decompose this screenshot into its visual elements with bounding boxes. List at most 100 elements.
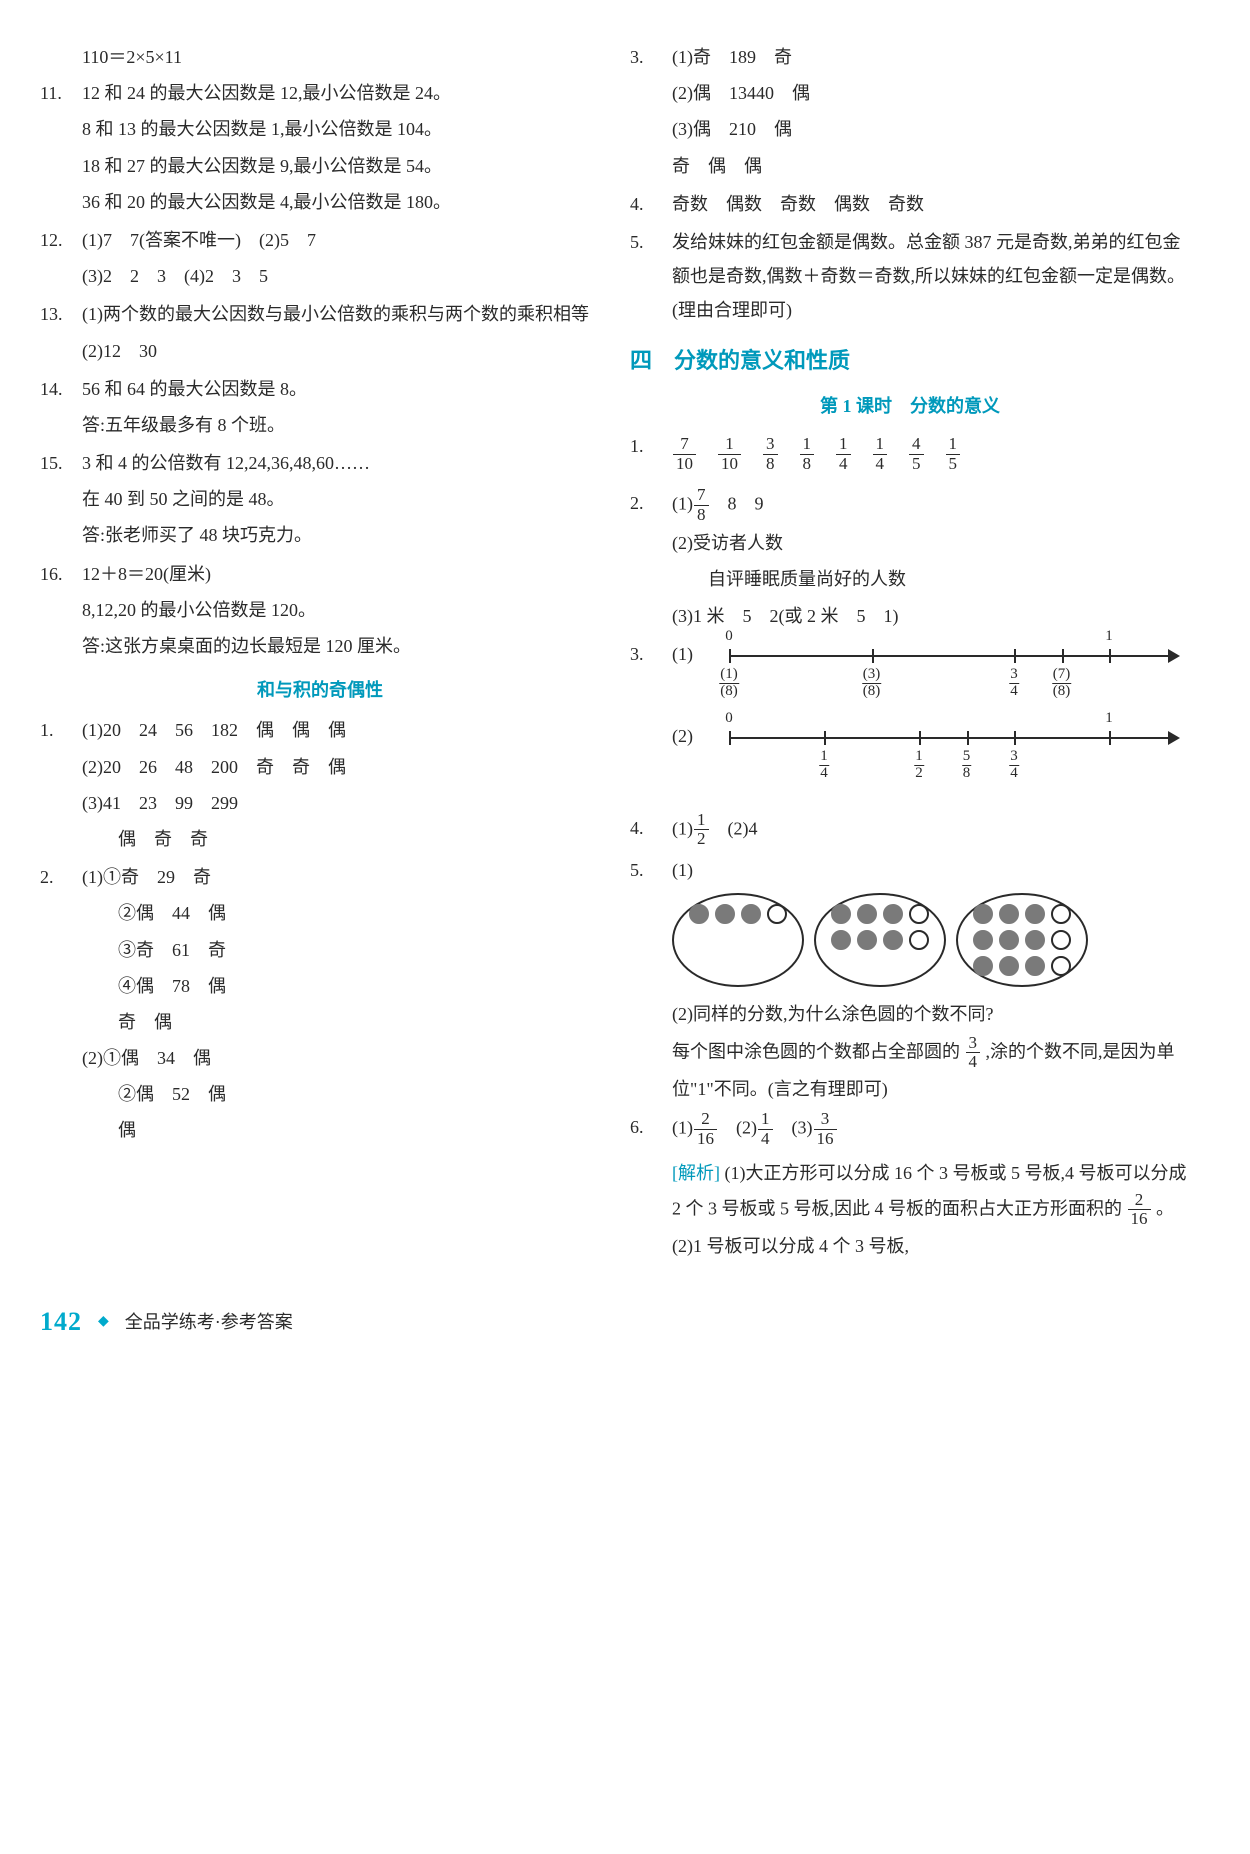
num: 13. [40,297,82,369]
dot-icon [689,904,709,924]
dot-icon [973,956,993,976]
body: 发给妹妹的红包金额是偶数。总金额 387 元是奇数,弟弟的红包金额也是奇数,偶数… [672,225,1190,328]
l: (1)①奇 29 奇 [82,860,600,894]
p2: (2)4 [710,818,758,838]
pref: (1) [672,493,693,513]
l: (3)偶 210 偶 [672,112,1190,146]
dot-icon [831,904,851,924]
dot-icon [973,904,993,924]
frac-icon: 216 [694,1110,717,1148]
body: 710110381814144515 [672,429,1190,483]
l: (3)41 23 99 299 [82,786,600,820]
frac-row: 710110381814144515 [672,435,1190,473]
l: 偶 奇 奇 [82,822,600,856]
l: (2)20 26 48 200 奇 奇 偶 [82,750,600,784]
num: 1. [630,429,672,483]
body: (1)12 (2)4 [672,811,1190,849]
l: 自评睡眠质量尚好的人数 [672,562,1190,596]
dot-icon [715,904,735,924]
num: 6. [630,1110,672,1265]
l: 12＋8＝20(厘米) [82,557,600,591]
l: ④偶 78 偶 [82,969,600,1003]
rest: 8 9 [710,493,764,513]
fr2: 2. (1)78 8 9 (2)受访者人数 自评睡眠质量尚好的人数 (3)1 米… [630,486,1190,635]
frac-icon: 78 [694,486,709,524]
num: 16. [40,557,82,666]
number-line-1: 0183834781 [699,637,1190,727]
body: (1) (2)同样的分数,为什么涂色圆的个数不同? 每个图中涂色圆的个数都占全部… [672,853,1190,1108]
l: 在 40 到 50 之间的是 48。 [82,482,600,516]
frac-icon: 316 [814,1110,837,1148]
line-first: 110＝2×5×11 [40,40,600,74]
frac-icon: 12 [694,811,709,849]
num: 5. [630,853,672,1108]
num: 3 [814,1110,837,1130]
l: 奇 偶 偶 [672,149,1190,183]
num: 1 [758,1110,773,1130]
p1: (1) [672,818,693,838]
dot-icon [767,904,787,924]
page-footer: 142 ◆ 全品学练考·参考答案 [40,1297,1190,1346]
two-columns: 110＝2×5×11 11. 12 和 24 的最大公因数是 12,最小公倍数是… [40,40,1190,1267]
body: (1)两个数的最大公因数与最小公倍数的乘积与两个数的乘积相等 (2)12 30 [82,297,600,369]
analysis: [解析] (1)大正方形可以分成 16 个 3 号板或 5 号板,4 号板可以分… [672,1156,1190,1263]
oval [672,893,804,987]
parity-1: 1. (1)20 24 56 182 偶 偶 偶 (2)20 26 48 200… [40,713,600,858]
den: 16 [814,1130,837,1149]
num: 2 [694,1110,717,1130]
l: 36 和 20 的最大公因数是 4,最小公倍数是 180。 [82,185,600,219]
dot-icon [909,930,929,950]
den: 2 [694,830,709,849]
right-column: 3. (1)奇 189 奇 (2)偶 13440 偶 (3)偶 210 偶 奇 … [630,40,1190,1267]
right-q3: 3. (1)奇 189 奇 (2)偶 13440 偶 (3)偶 210 偶 奇 … [630,40,1190,185]
dot-icon [999,956,1019,976]
parity-2: 2. (1)①奇 29 奇 ②偶 44 偶 ③奇 61 奇 ④偶 78 偶 奇 … [40,860,600,1150]
item-16: 16. 12＋8＝20(厘米) 8,12,20 的最小公倍数是 120。 答:这… [40,557,600,666]
dot-icon [999,904,1019,924]
frac-icon: 710 [673,435,696,473]
answers: (1)216 (2)14 (3)316 [672,1110,1190,1148]
sub1: (1) [672,853,1190,887]
num: 11. [40,76,82,221]
dot-icon [999,930,1019,950]
dot-icon [1051,956,1071,976]
num: 2. [40,860,82,1150]
den: 4 [966,1053,981,1072]
dot-icon [909,904,929,924]
num: 4. [630,187,672,223]
frac-icon: 216 [1128,1191,1151,1229]
l: (1)7 7(答案不唯一) (2)5 7 [82,223,600,257]
body: (1) 0183834781 (2) 0141258341 [672,637,1190,809]
den: 8 [694,506,709,525]
lesson-title: 第 1 课时 分数的意义 [630,389,1190,423]
frac-icon: 34 [966,1034,981,1072]
l: 偶 [82,1113,600,1147]
chapter-title: 四 分数的意义和性质 [630,340,1190,382]
fr5: 5. (1) (2)同样的分数,为什么涂色圆的个数不同? 每个图中涂色圆的个数都… [630,853,1190,1108]
l: 3 和 4 的公倍数有 12,24,36,48,60…… [82,446,600,480]
oval [814,893,946,987]
body: (1)奇 189 奇 (2)偶 13440 偶 (3)偶 210 偶 奇 偶 偶 [672,40,1190,185]
body: 3 和 4 的公倍数有 12,24,36,48,60…… 在 40 到 50 之… [82,446,600,555]
num: 4. [630,811,672,851]
dot-icon [1025,956,1045,976]
fr3: 3. (1) 0183834781 (2) 0141258341 [630,637,1190,809]
right-q4: 4. 奇数 偶数 奇数 偶数 奇数 [630,187,1190,223]
p3: (3) [774,1117,813,1137]
l: 56 和 64 的最大公因数是 8。 [82,372,600,406]
item-11: 11. 12 和 24 的最大公因数是 12,最小公倍数是 24。 8 和 13… [40,76,600,221]
item-13: 13. (1)两个数的最大公因数与最小公倍数的乘积与两个数的乘积相等 (2)12… [40,297,600,369]
dot-icon [857,904,877,924]
body: (1)78 8 9 (2)受访者人数 自评睡眠质量尚好的人数 (3)1 米 5 … [672,486,1190,635]
l: 18 和 27 的最大公因数是 9,最小公倍数是 54。 [82,149,600,183]
dot-icon [883,930,903,950]
fr6: 6. (1)216 (2)14 (3)316 [解析] (1)大正方形可以分成 … [630,1110,1190,1265]
footer-text: 全品学练考·参考答案 [125,1305,293,1339]
num: 14. [40,372,82,444]
body: 56 和 64 的最大公因数是 8。 答:五年级最多有 8 个班。 [82,372,600,444]
body: (1)216 (2)14 (3)316 [解析] (1)大正方形可以分成 16 … [672,1110,1190,1265]
num: 15. [40,446,82,555]
dot-icon [1025,904,1045,924]
l: (2)①偶 34 偶 [82,1041,600,1075]
frac-icon: 14 [758,1110,773,1148]
